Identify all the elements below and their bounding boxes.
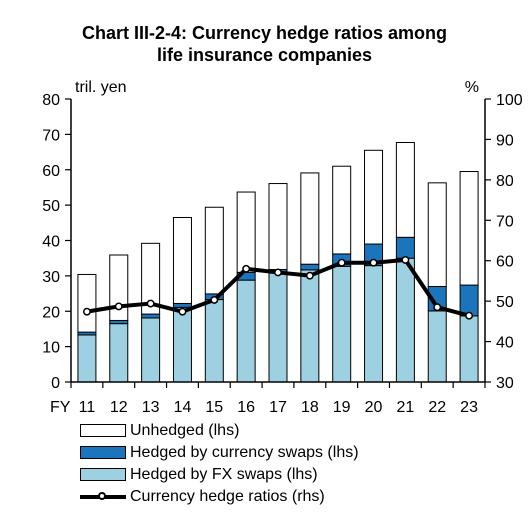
hedge-ratio-chart: 0 10 20 30 40 50 60 70 80 30 40 50 60 70 80 90 100 11 12 13… — [42, 79, 523, 416]
right-tick-label-30: 30 — [496, 375, 514, 392]
left-tick-label-30: 30 — [42, 269, 60, 286]
left-axis-unit: tril. yen — [75, 79, 127, 96]
right-tick-label-80: 80 — [496, 173, 514, 190]
bar-segment-2-11 — [77, 273, 97, 333]
right-tick-label-50: 50 — [496, 294, 514, 311]
legend-label-fx-swaps: Hedged by FX swaps (lhs) — [130, 466, 318, 483]
x-tick-label-15: 15 — [205, 399, 223, 416]
bar-segment-2-19 — [332, 165, 352, 255]
x-tick-label-17: 17 — [269, 399, 287, 416]
hedge-ratio-point-16 — [242, 264, 251, 273]
hedge-ratio-point-19 — [337, 258, 346, 267]
hedge-ratio-point-13 — [146, 299, 155, 308]
bar-segment-2-16 — [236, 191, 256, 273]
bar-segment-0-11 — [77, 334, 97, 383]
left-tick-label-10: 10 — [42, 340, 60, 357]
bar-segment-0-14 — [172, 306, 192, 383]
legend-swatch-fx-swaps — [80, 468, 126, 481]
bar-segment-2-21 — [395, 142, 415, 238]
x-tick-label-21: 21 — [396, 399, 414, 416]
bar-segment-1-18 — [300, 263, 320, 271]
right-tick-label-100: 100 — [496, 92, 523, 109]
hedge-ratio-point-11 — [82, 307, 91, 316]
hedge-ratio-point-14 — [178, 307, 187, 316]
bar-segment-1-23 — [459, 284, 479, 317]
x-tick-label-19: 19 — [333, 399, 351, 416]
x-axis-prefix: FY — [50, 399, 71, 416]
left-tick-label-0: 0 — [51, 375, 60, 392]
bar-segment-0-23 — [459, 315, 479, 383]
legend-item-hedge-ratio: Currency hedge ratios (rhs) — [80, 486, 410, 508]
bar-segment-0-17 — [268, 272, 288, 383]
bar-segment-2-14 — [172, 217, 192, 304]
hedge-ratio-point-21 — [401, 255, 410, 264]
bar-segment-2-17 — [268, 183, 288, 271]
bar-segment-2-23 — [459, 171, 479, 286]
bar-segment-2-20 — [364, 149, 384, 245]
bar-segment-0-22 — [427, 310, 447, 383]
left-tick-label-50: 50 — [42, 198, 60, 215]
hedge-ratio-point-23 — [465, 311, 474, 320]
legend-swatch-unhedged — [80, 424, 126, 437]
x-tick-label-22: 22 — [428, 399, 446, 416]
left-tick-label-20: 20 — [42, 304, 60, 321]
right-tick-label-40: 40 — [496, 335, 514, 352]
bar-segment-0-20 — [364, 265, 384, 383]
bar-segment-2-15 — [204, 206, 224, 295]
x-tick-label-13: 13 — [142, 399, 160, 416]
legend-label-unhedged: Unhedged (lhs) — [130, 422, 240, 439]
left-tick-label-60: 60 — [42, 163, 60, 180]
left-tick-label-70: 70 — [42, 127, 60, 144]
bar-segment-0-12 — [109, 323, 129, 383]
chart-title: Chart III-2-4: Currency hedge ratios amo… — [0, 22, 529, 66]
bar-segment-2-22 — [427, 182, 447, 287]
x-tick-label-20: 20 — [365, 399, 383, 416]
bar-segment-0-16 — [236, 279, 256, 383]
bar-segment-0-19 — [332, 265, 352, 383]
bar-segment-2-13 — [141, 242, 161, 315]
bar-segment-2-12 — [109, 254, 129, 321]
chart-title-line-1: Chart III-2-4: Currency hedge ratios amo… — [81, 23, 448, 43]
legend-item-currency-swaps: Hedged by currency swaps (lhs) — [80, 442, 410, 464]
right-tick-label-70: 70 — [496, 213, 514, 230]
legend-item-unhedged: Unhedged (lhs) — [80, 420, 410, 442]
bar-segment-0-15 — [204, 299, 224, 383]
x-tick-label-16: 16 — [237, 399, 255, 416]
hedge-ratio-point-18 — [305, 271, 314, 280]
chart-title-line-2: life insurance companies — [156, 45, 373, 65]
bar-segment-0-13 — [141, 317, 161, 383]
hedge-ratio-point-15 — [210, 295, 219, 304]
bar-segment-1-14 — [172, 302, 192, 308]
x-tick-label-11: 11 — [79, 399, 96, 416]
legend-swatch-hedge-ratio — [80, 492, 126, 500]
bar-segment-0-18 — [300, 269, 320, 383]
hedge-ratio-point-12 — [114, 302, 123, 311]
x-tick-label-12: 12 — [110, 399, 128, 416]
hedge-ratio-point-22 — [433, 303, 442, 312]
right-tick-label-60: 60 — [496, 254, 514, 271]
hedge-ratio-point-20 — [369, 258, 378, 267]
bar-segment-2-18 — [300, 172, 320, 265]
hedge-ratio-point-17 — [274, 268, 282, 277]
x-tick-label-18: 18 — [301, 399, 319, 416]
legend-swatch-currency-swaps — [80, 446, 126, 459]
x-tick-label-23: 23 — [460, 399, 478, 416]
legend-label-currency-swaps: Hedged by currency swaps (lhs) — [130, 444, 359, 461]
legend-marker-icon — [98, 492, 106, 500]
bar-segment-0-21 — [395, 257, 415, 383]
left-tick-label-80: 80 — [42, 92, 60, 109]
right-tick-label-90: 90 — [496, 132, 514, 149]
bar-segment-1-13 — [141, 313, 161, 319]
left-tick-label-40: 40 — [42, 234, 60, 251]
legend-label-hedge-ratio: Currency hedge ratios (rhs) — [130, 488, 325, 505]
right-axis-unit: % — [465, 79, 479, 96]
x-tick-label-14: 14 — [174, 399, 192, 416]
legend-item-fx-swaps: Hedged by FX swaps (lhs) — [80, 464, 410, 486]
bar-segment-1-21 — [395, 236, 415, 259]
